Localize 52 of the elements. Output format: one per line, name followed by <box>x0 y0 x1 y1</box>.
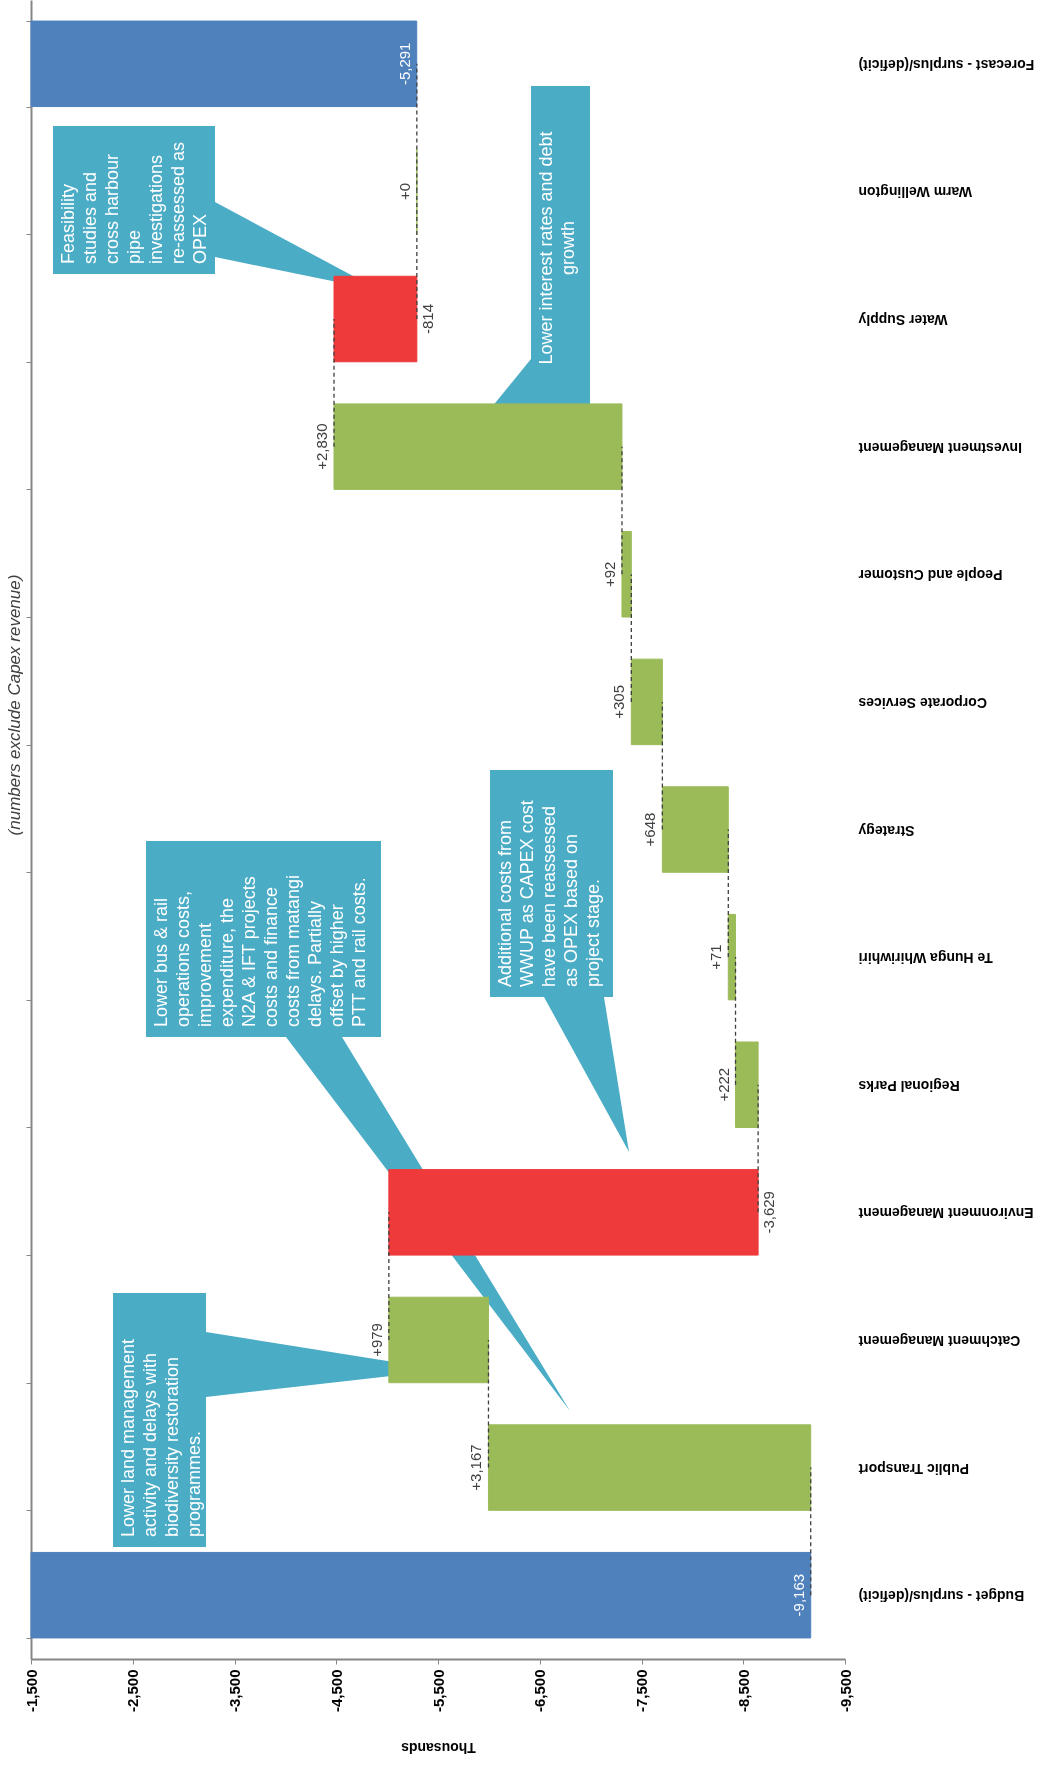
y-tick-label: Te Hunga Whiriwhiri <box>858 950 993 967</box>
text: Lower bus & rail operations costs, improvement expenditure, the N2A & IFT projects costs and finance costs from matangi delays. Partially offset by higher PTT and rail costs. <box>151 874 369 1027</box>
x-tick-label: -5,500 <box>429 1669 447 1713</box>
y-tick-label: Budget - surplus/(deficit) <box>858 1588 1025 1605</box>
x-tick-label: -6,500 <box>531 1669 549 1713</box>
x-tick-label: -1,500 <box>22 1669 40 1713</box>
bar <box>735 1041 759 1128</box>
bar <box>727 913 737 1001</box>
y-tick-label: Water Supply <box>858 312 948 329</box>
y-tick-label: Public Transport <box>858 1460 969 1477</box>
data-label: -9,163 <box>789 1573 807 1617</box>
annotation: Lower land management activity and delays with biodiversity restoration programmes. <box>118 1338 204 1537</box>
data-label: +648 <box>641 812 659 847</box>
bar <box>388 1296 489 1384</box>
bar <box>630 658 663 746</box>
y-tick-label: People and Customer <box>857 567 1003 584</box>
annotation: Additional costs from WWUP as CAPEX cost have been reassessed as OPEX based on project stage. <box>495 800 603 987</box>
bar <box>661 786 729 873</box>
bar <box>333 275 418 363</box>
data-label: -3,629 <box>760 1191 778 1234</box>
data-label: +71 <box>707 944 725 970</box>
bar <box>487 1424 812 1511</box>
bar <box>388 1169 759 1256</box>
y-tick-label: Strategy <box>858 822 915 839</box>
data-label: -5,291 <box>395 42 413 86</box>
x-tick-label: -8,500 <box>734 1669 752 1713</box>
data-label: +2,830 <box>313 423 331 470</box>
data-label: +222 <box>714 1067 732 1102</box>
annotation: Feasibility studies and cross harbour pipe investigations re-assessed as OPEX <box>58 141 210 264</box>
data-label: +305 <box>610 684 628 719</box>
x-tick-label: -7,500 <box>633 1669 650 1713</box>
y-tick-label: Regional Parks <box>858 1077 960 1094</box>
x-tick-label: -4,500 <box>327 1669 345 1713</box>
x-tick-label: -3,500 <box>226 1669 243 1713</box>
bar <box>333 403 623 490</box>
x-axis-title: Thousands <box>400 1740 476 1757</box>
text: (numbers exclude Capex revenue) <box>5 574 24 836</box>
data-label: +92 <box>600 561 618 587</box>
y-tick-label: Corporate Services <box>858 694 987 711</box>
x-tick-label: -9,500 <box>836 1669 854 1713</box>
data-label: +0 <box>395 182 413 200</box>
annotation: Lower interest rates and debt growth <box>536 131 578 365</box>
data-label: +3,167 <box>467 1444 485 1491</box>
y-tick-label: Environment Management <box>858 1205 1034 1222</box>
bar <box>621 531 632 618</box>
x-tick-label: -2,500 <box>124 1669 142 1713</box>
y-tick-label: Forecast - surplus/(deficit) <box>858 56 1035 73</box>
y-tick-label: Investment Management <box>858 439 1022 456</box>
data-label: +979 <box>367 1323 385 1357</box>
data-label: -814 <box>418 304 436 335</box>
y-tick-label: Warm Wellington <box>858 184 973 201</box>
y-tick-label: Catchment Management <box>858 1332 1021 1349</box>
